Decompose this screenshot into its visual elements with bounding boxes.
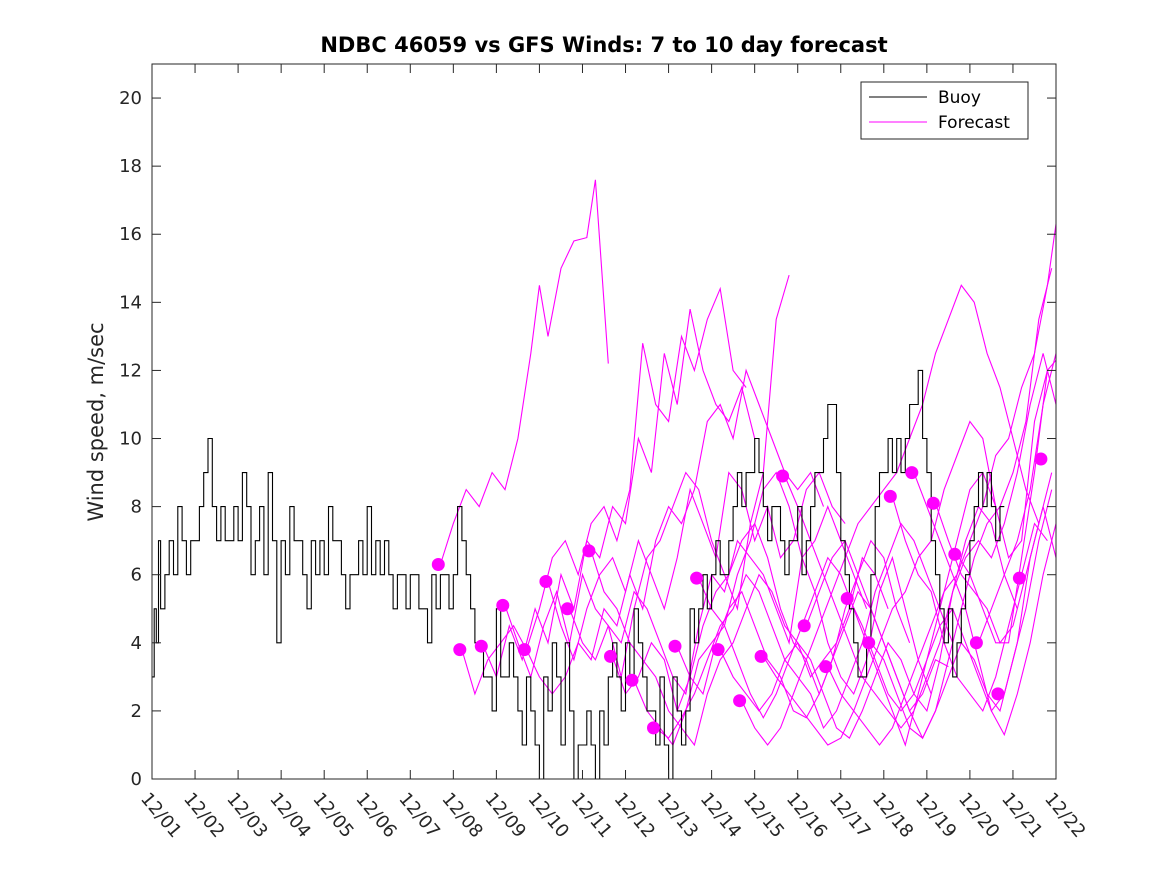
y-tick-label: 8 [131, 497, 142, 518]
x-tick-label: 12/11 [567, 789, 616, 842]
forecast-marker [453, 643, 467, 657]
forecast-marker [582, 544, 596, 558]
x-tick-label: 12/04 [265, 789, 314, 842]
forecast-marker [840, 592, 854, 605]
x-tick-label: 12/03 [222, 789, 271, 842]
forecast-line-1 [439, 179, 609, 565]
forecast-line-7 [569, 505, 868, 696]
x-tick-label: 12/05 [308, 789, 357, 842]
x-tick-label: 12/07 [394, 789, 443, 842]
y-tick-label: 12 [119, 360, 142, 381]
y-tick-label: 10 [119, 429, 142, 450]
forecast-line-13 [698, 471, 997, 747]
forecast-marker [668, 639, 682, 653]
forecast-marker [1012, 571, 1026, 585]
forecast-marker [862, 636, 876, 650]
x-tick-label: 12/09 [481, 789, 530, 842]
x-tick-label: 12/12 [610, 789, 659, 842]
y-tick-label: 2 [131, 701, 142, 722]
forecast-marker [991, 687, 1005, 701]
y-tick-label: 6 [131, 565, 142, 586]
forecast-line-16 [762, 359, 1057, 746]
forecast-marker [431, 558, 445, 571]
y-tick-label: 4 [131, 633, 142, 654]
forecast-line-5 [526, 368, 825, 695]
chart-title: NDBC 46059 vs GFS Winds: 7 to 10 day for… [320, 33, 887, 57]
forecast-marker [711, 643, 725, 657]
x-tick-label: 12/13 [653, 789, 702, 842]
forecast-marker [539, 575, 553, 588]
y-tick-label: 14 [119, 292, 142, 313]
forecast-marker [604, 649, 617, 663]
forecast-marker [948, 547, 962, 561]
x-tick-label: 12/20 [954, 789, 1003, 842]
x-tick-label: 12/14 [696, 789, 745, 842]
forecast-marker [560, 602, 574, 616]
forecast-marker [819, 660, 833, 674]
x-tick-label: 12/10 [524, 789, 573, 842]
x-tick-label: 12/08 [437, 789, 486, 842]
forecast-line-3 [482, 308, 756, 679]
x-tick-label: 12/18 [868, 789, 917, 842]
forecast-line-11 [655, 522, 954, 739]
forecast-line-17 [784, 353, 1057, 729]
y-tick-label: 16 [119, 224, 142, 245]
forecast-line-4 [504, 274, 790, 679]
forecast-marker [905, 466, 919, 480]
legend-forecast-label: Forecast [938, 113, 1010, 133]
y-tick-label: 20 [119, 88, 142, 109]
x-tick-label: 12/02 [179, 789, 228, 842]
forecast-marker [474, 639, 488, 653]
forecast-line-10 [633, 471, 932, 747]
x-tick-label: 12/15 [739, 789, 788, 842]
x-tick-label: 12/17 [825, 789, 874, 842]
forecast-line-14 [719, 505, 1018, 739]
y-tick-label: 0 [131, 769, 142, 790]
forecast-line-8 [590, 550, 889, 747]
x-tick-label: 12/21 [997, 789, 1046, 842]
forecast-marker [754, 649, 768, 663]
forecast-marker [496, 598, 510, 612]
forecast-line-26 [977, 353, 1057, 643]
legend-buoy-label: Buoy [938, 88, 981, 108]
forecast-line-15 [741, 284, 1040, 746]
forecast-marker [926, 496, 940, 510]
x-tick-label: 12/22 [1040, 789, 1089, 842]
forecast-line-19 [827, 223, 1057, 746]
legend-box [860, 81, 1029, 140]
forecast-marker [733, 694, 747, 708]
x-tick-label: 12/19 [911, 789, 960, 842]
forecast-line-25 [956, 370, 1048, 644]
forecast-marker [517, 643, 531, 657]
x-tick-label: 12/01 [136, 789, 185, 842]
y-tick-label: 18 [119, 156, 142, 177]
y-axis-label: Wind speed, m/sec [84, 322, 108, 521]
forecast-line-9 [612, 522, 911, 713]
forecast-marker [797, 619, 811, 633]
forecast-marker [690, 571, 704, 585]
axes-box [151, 63, 1057, 780]
forecast-marker [647, 721, 660, 735]
forecast-marker [1034, 452, 1048, 466]
legend: Buoy Forecast [860, 81, 1029, 140]
forecast-marker [625, 673, 639, 687]
forecast-line-2 [461, 286, 747, 696]
forecast-marker [776, 469, 790, 483]
plot-area [152, 179, 1057, 780]
x-tick-label: 12/06 [351, 789, 400, 842]
forecast-marker [883, 489, 897, 503]
forecast-marker [969, 636, 983, 650]
x-tick-label: 12/16 [782, 789, 831, 842]
